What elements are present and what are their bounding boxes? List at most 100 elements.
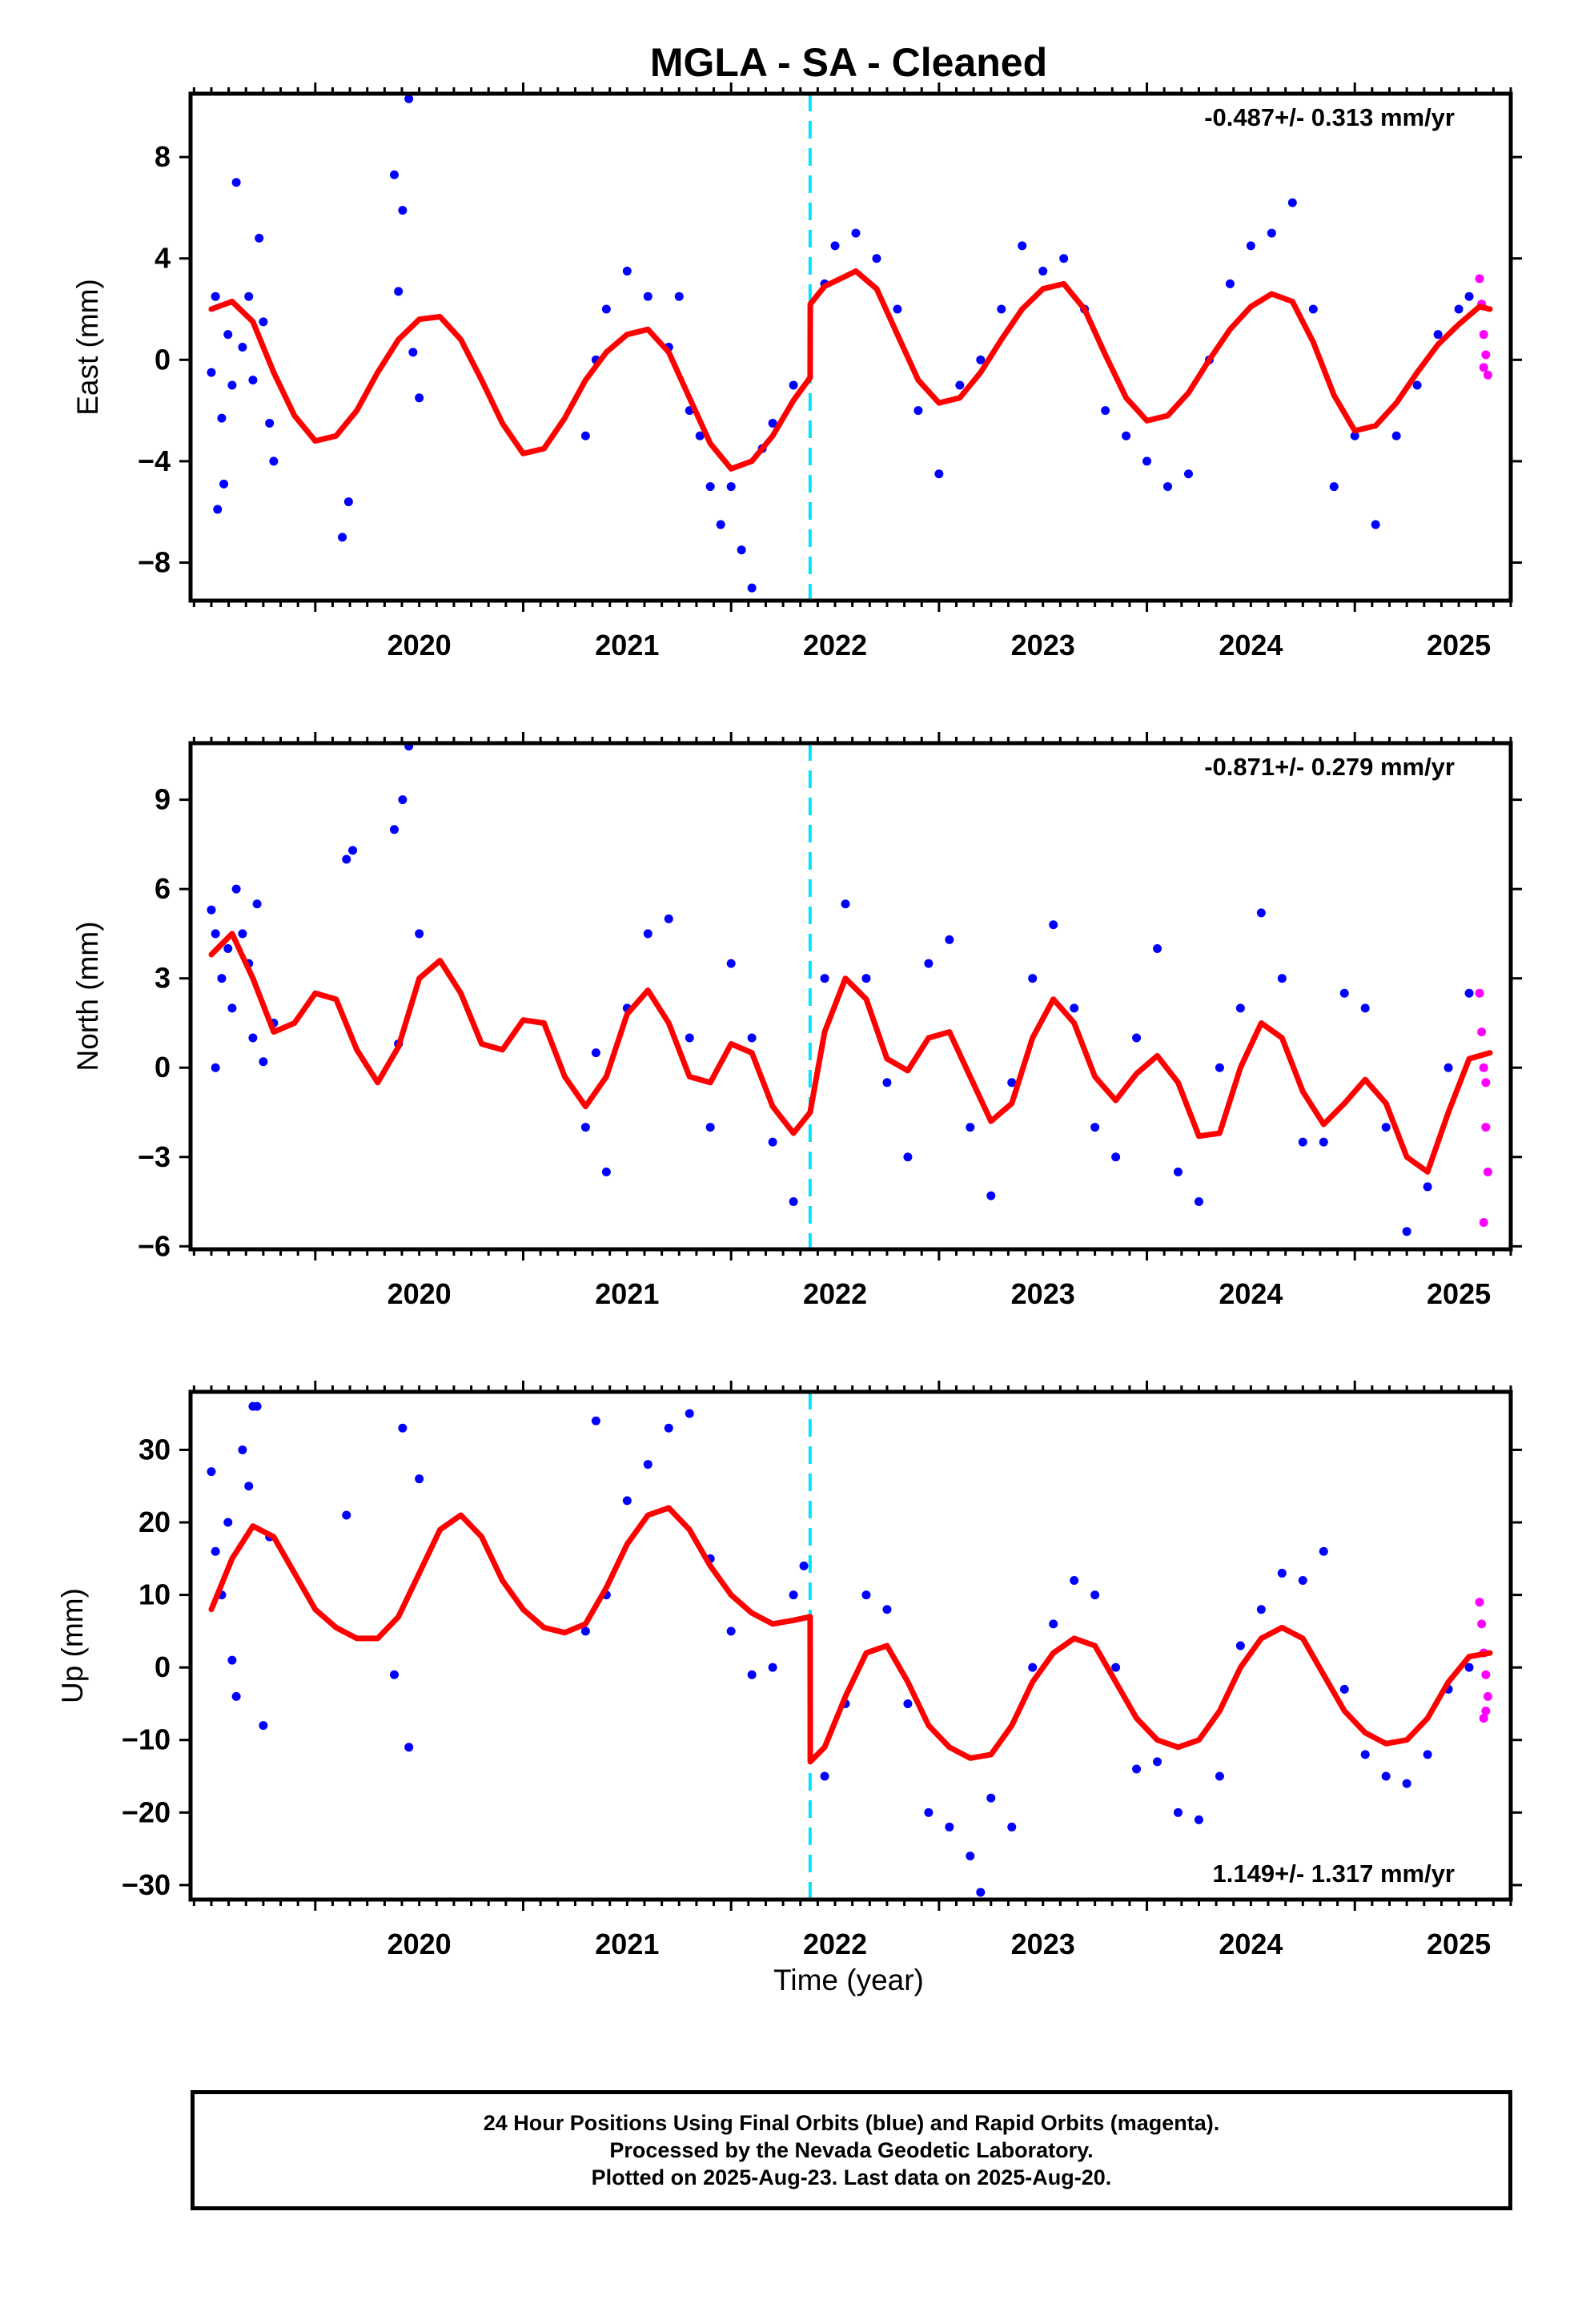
- east-final-point: [398, 206, 408, 215]
- east-final-point: [1018, 241, 1027, 251]
- y-tick-label: 30: [139, 1433, 171, 1466]
- east-final-point: [1267, 228, 1276, 238]
- up-rapid-point: [1475, 1598, 1484, 1607]
- east-final-point: [674, 292, 684, 301]
- east-final-point: [705, 482, 715, 492]
- east-final-point: [231, 178, 241, 187]
- up-final-point: [1423, 1750, 1432, 1759]
- east-final-point: [338, 533, 347, 542]
- up-final-point: [1215, 1771, 1224, 1781]
- up-final-point: [580, 1626, 590, 1636]
- north-final-point: [664, 914, 673, 923]
- x-tick-label: 2020: [387, 1928, 452, 1960]
- up-final-point: [1007, 1822, 1017, 1831]
- north-final-point: [1381, 1123, 1391, 1132]
- x-tick-label: 2024: [1219, 1928, 1283, 1960]
- up-final-point: [1132, 1764, 1142, 1774]
- up-final-point: [1235, 1641, 1245, 1651]
- east-final-point: [394, 287, 404, 296]
- north-rate-label: -0.871+/- 0.279 mm/yr: [1204, 753, 1455, 781]
- north-final-point: [252, 899, 262, 909]
- x-tick-label: 2021: [595, 1928, 659, 1960]
- north-rapid-point: [1479, 1063, 1488, 1072]
- east-final-point: [851, 228, 861, 238]
- north-final-point: [398, 795, 408, 805]
- east-final-point: [389, 170, 399, 179]
- east-final-point: [997, 304, 1006, 314]
- east-final-point: [1142, 456, 1152, 466]
- east-final-point: [227, 380, 237, 390]
- y-tick-label: −30: [122, 1868, 171, 1901]
- north-final-point: [789, 1197, 798, 1207]
- north-data-layer: [207, 743, 1493, 1249]
- up-final-point: [1402, 1779, 1411, 1788]
- up-final-point: [415, 1474, 424, 1484]
- chart-title: MGLA - SA - Cleaned: [650, 40, 1047, 85]
- north-final-point: [882, 1078, 892, 1088]
- north-final-point: [211, 929, 220, 939]
- east-final-point: [789, 380, 798, 390]
- north-final-point: [986, 1191, 996, 1200]
- x-tick-label: 2022: [803, 1277, 867, 1310]
- up-final-point: [342, 1510, 351, 1520]
- north-final-point: [705, 1123, 715, 1132]
- up-final-point: [259, 1721, 268, 1731]
- up-final-point: [861, 1590, 871, 1600]
- north-final-point: [861, 974, 871, 983]
- up-final-point: [389, 1670, 399, 1679]
- y-tick-label: −6: [138, 1229, 171, 1262]
- up-final-point: [799, 1561, 809, 1570]
- up-rapid-point: [1483, 1691, 1492, 1701]
- up-final-point: [244, 1482, 254, 1491]
- north-rapid-point: [1475, 988, 1484, 998]
- north-final-point: [643, 929, 652, 939]
- north-final-point: [1464, 988, 1474, 998]
- north-final-point: [1111, 1152, 1121, 1162]
- up-final-point: [1277, 1568, 1287, 1578]
- footer-line-3: Plotted on 2025-Aug-23. Last data on 202…: [591, 2165, 1112, 2189]
- east-final-point: [955, 380, 965, 390]
- east-final-point: [913, 406, 923, 416]
- up-final-point: [966, 1852, 975, 1861]
- east-rapid-point: [1475, 274, 1484, 283]
- east-rapid-point: [1479, 363, 1488, 372]
- up-y-axis-title: Up (mm): [56, 1588, 89, 1703]
- up-panel: −30 −20 −10 0 10 20 30 2020 2021 2022 2023 2024 2025…: [56, 1381, 1522, 1960]
- east-final-point: [1122, 431, 1131, 440]
- east-final-point: [259, 317, 268, 327]
- up-final-point: [622, 1496, 632, 1506]
- x-tick-label: 2025: [1427, 1277, 1491, 1310]
- up-rate-label: 1.149+/- 1.317 mm/yr: [1213, 1860, 1455, 1888]
- up-final-point: [1049, 1619, 1058, 1629]
- north-final-point: [1215, 1063, 1224, 1072]
- footer-line-2: Processed by the Nevada Geodetic Laborat…: [609, 2138, 1094, 2162]
- east-final-point: [768, 418, 777, 428]
- north-final-point: [1443, 1063, 1453, 1072]
- east-final-point: [1183, 469, 1193, 479]
- up-final-point: [1256, 1605, 1266, 1614]
- y-tick-label: −3: [138, 1140, 171, 1173]
- up-final-point: [726, 1626, 736, 1636]
- north-final-point: [415, 929, 424, 939]
- up-final-point: [986, 1793, 996, 1803]
- north-final-point: [211, 1063, 220, 1072]
- north-final-point: [924, 959, 934, 968]
- east-rapid-point: [1479, 330, 1488, 340]
- north-final-point: [601, 1167, 611, 1176]
- east-final-point: [1350, 431, 1359, 440]
- east-final-point: [872, 254, 881, 263]
- east-final-point: [601, 304, 611, 314]
- x-tick-label: 2024: [1219, 629, 1283, 661]
- north-final-point: [1339, 988, 1349, 998]
- north-rapid-point: [1483, 1167, 1492, 1176]
- east-final-point: [716, 520, 725, 529]
- up-final-point: [1319, 1546, 1328, 1556]
- east-final-point: [695, 431, 705, 440]
- up-rapid-point: [1477, 1619, 1487, 1629]
- east-final-point: [1329, 482, 1339, 492]
- up-final-point: [747, 1670, 757, 1679]
- east-final-point: [643, 292, 652, 301]
- y-tick-label: 0: [155, 1051, 171, 1084]
- east-final-point: [415, 393, 424, 403]
- north-final-point: [747, 1033, 757, 1043]
